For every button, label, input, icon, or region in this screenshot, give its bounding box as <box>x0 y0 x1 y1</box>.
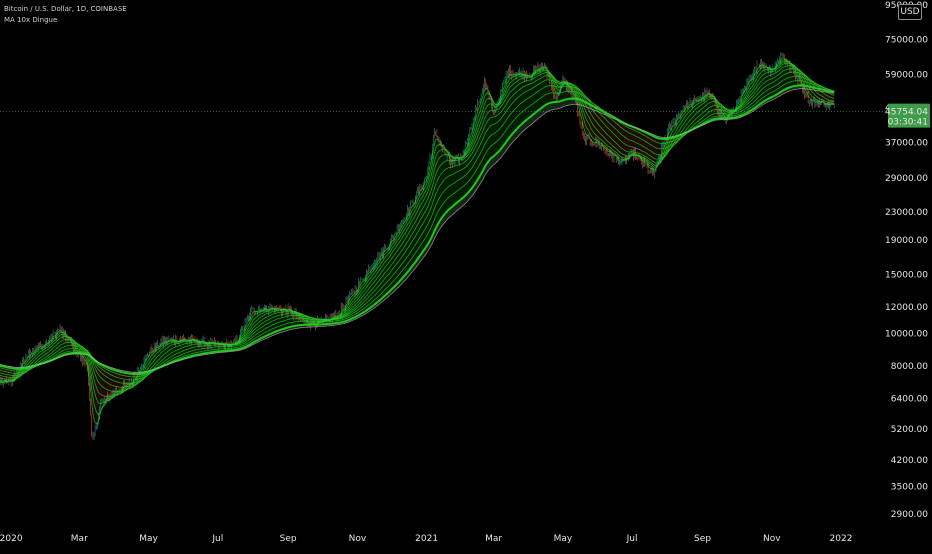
price-tick-label: 12000.00 <box>885 303 928 313</box>
price-tick-label: 29000.00 <box>885 174 928 184</box>
time-tick-label: Jul <box>626 534 638 544</box>
price-tick-label: 2900.00 <box>891 510 928 520</box>
price-tick-label: 5200.00 <box>891 425 928 435</box>
time-tick-label: Sep <box>280 534 297 544</box>
symbol-title[interactable]: Bitcoin / U.S. Dollar, 1D, COINBASE <box>4 4 127 15</box>
time-tick-label: Nov <box>763 534 781 544</box>
time-tick-label: Mar <box>71 534 88 544</box>
time-tick-label: May <box>139 534 158 544</box>
price-tick-label: 3500.00 <box>891 483 928 493</box>
indicator-title[interactable]: MA 10x Dingue <box>4 15 127 26</box>
price-tick-label: 59000.00 <box>885 71 928 81</box>
time-tick-label: Nov <box>349 534 367 544</box>
time-tick-label: May <box>554 534 573 544</box>
price-tick-label: 10000.00 <box>885 329 928 339</box>
price-tick-label: 4200.00 <box>891 456 928 466</box>
price-tick-label: 19000.00 <box>885 236 928 246</box>
time-tick-label: 2020 <box>0 534 23 544</box>
time-tick-label: Sep <box>694 534 711 544</box>
price-tick-label: 37000.00 <box>885 139 928 149</box>
price-tick-label: 23000.00 <box>885 208 928 218</box>
chart-legend: Bitcoin / U.S. Dollar, 1D, COINBASE MA 1… <box>4 4 127 26</box>
last-price-label: 45754.04 <box>885 108 928 118</box>
bar-countdown-label: 03:30:41 <box>888 118 928 128</box>
last-price-tag: 45754.04 03:30:41 <box>885 104 930 128</box>
time-tick-label: Mar <box>485 534 502 544</box>
time-tick-label: 2021 <box>415 534 438 544</box>
price-tick-label: 6400.00 <box>891 395 928 405</box>
time-tick-label: 2022 <box>830 534 853 544</box>
time-tick-label: Jul <box>211 534 223 544</box>
price-tick-label: 75000.00 <box>885 36 928 46</box>
price-tick-label: 8000.00 <box>891 362 928 372</box>
currency-button[interactable]: USD <box>898 4 922 20</box>
price-tick-label: 15000.00 <box>885 270 928 280</box>
